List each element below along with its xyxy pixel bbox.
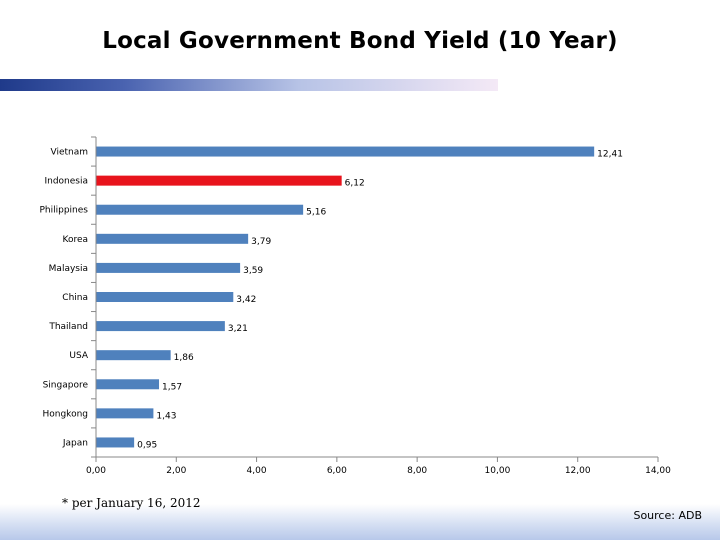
value-label: 1,57 — [162, 382, 182, 392]
x-tick-label: 10,00 — [485, 466, 511, 476]
axis-layer: 0,00 2,00 4,00 6,00 8,00 10,00 12,00 14,00 Vietn… — [40, 136, 671, 476]
footer-band — [0, 504, 720, 540]
category-label: Indonesia — [44, 177, 88, 187]
category-label: Singapore — [43, 380, 89, 390]
x-tick-label: 2,00 — [166, 466, 186, 476]
page-title: Local Government Bond Yield (10 Year) — [102, 28, 618, 54]
title-underline-bar — [0, 79, 498, 91]
category-label: China — [62, 293, 88, 303]
value-label: 1,86 — [174, 353, 194, 363]
category-label: Thailand — [48, 322, 88, 332]
value-label: 6,12 — [345, 179, 365, 189]
bar-korea — [96, 233, 249, 244]
category-label: Philippines — [40, 206, 89, 216]
x-tick-label: 8,00 — [407, 466, 427, 476]
bar-usa — [96, 350, 171, 361]
bar-philippines — [96, 204, 304, 215]
bar-malaysia — [96, 262, 241, 273]
bar-japan — [96, 437, 135, 448]
x-tick-label: 4,00 — [247, 466, 267, 476]
x-tick-label: 0,00 — [86, 466, 106, 476]
bar-vietnam — [96, 146, 595, 157]
category-label: Japan — [62, 438, 88, 448]
bar-thailand — [96, 321, 225, 332]
value-label: 3,42 — [236, 295, 256, 305]
source-note: Source: ADB — [633, 509, 702, 522]
value-label: 12,41 — [597, 150, 623, 160]
value-label: 3,21 — [228, 324, 248, 334]
category-label: Hongkong — [42, 409, 88, 419]
category-label: USA — [69, 351, 88, 361]
value-label: 3,59 — [243, 266, 263, 276]
category-label: Vietnam — [50, 148, 88, 158]
x-tick-label: 14,00 — [645, 466, 671, 476]
x-tick-label: 6,00 — [327, 466, 347, 476]
category-label: Malaysia — [49, 264, 88, 274]
value-label: 5,16 — [306, 208, 326, 218]
bar-singapore — [96, 379, 160, 390]
bar-hongkong — [96, 408, 154, 419]
category-label: Korea — [62, 235, 88, 245]
date-footnote: * per January 16, 2012 — [62, 496, 201, 510]
value-label: 1,43 — [156, 411, 176, 421]
bar-china — [96, 292, 234, 302]
x-tick-label: 12,00 — [565, 466, 591, 476]
value-label: 3,79 — [251, 237, 271, 247]
bars-layer — [96, 146, 595, 448]
value-label: 0,95 — [137, 440, 157, 450]
bar-indonesia — [96, 175, 342, 186]
